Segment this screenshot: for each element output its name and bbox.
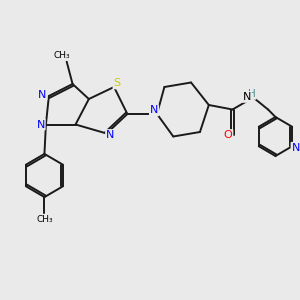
Text: N: N	[38, 89, 46, 100]
Text: S: S	[113, 78, 121, 88]
Text: H: H	[248, 89, 256, 99]
Text: N: N	[106, 130, 114, 140]
Text: CH₃: CH₃	[54, 51, 70, 60]
Text: N: N	[36, 119, 45, 130]
Text: N: N	[150, 105, 158, 116]
Text: CH₃: CH₃	[36, 214, 53, 224]
Text: N: N	[292, 143, 300, 153]
Text: O: O	[224, 130, 233, 140]
Text: N: N	[243, 92, 251, 102]
